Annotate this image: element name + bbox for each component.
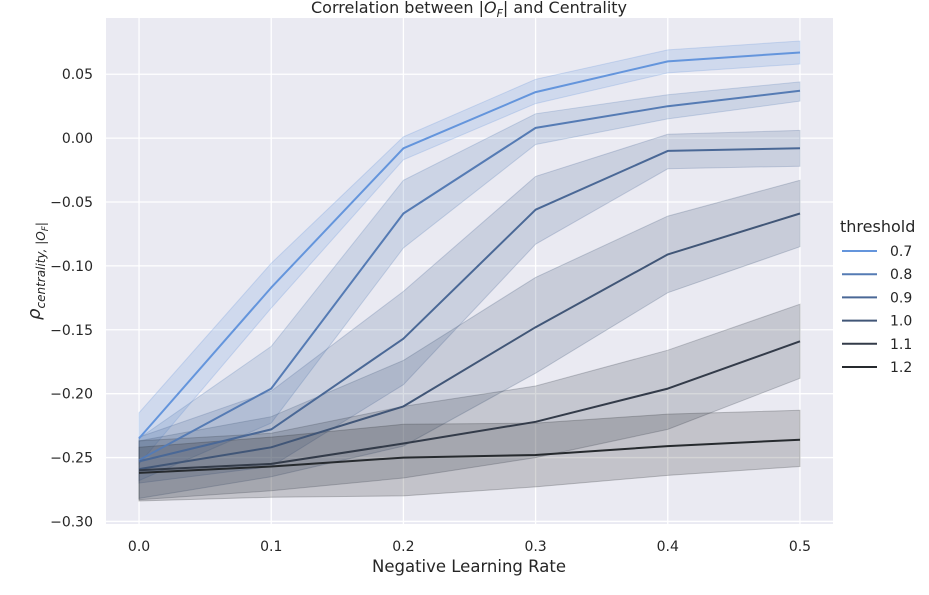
- x-tick-label: 0.1: [260, 539, 282, 555]
- x-tick-label: 0.3: [524, 539, 546, 555]
- x-tick-label: 0.4: [657, 539, 679, 555]
- y-tick-label: −0.25: [50, 451, 93, 467]
- legend: threshold 0.7 0.8 0.9 1.0 1.1 1.2: [840, 217, 915, 376]
- series-line-0.8: [138, 89, 801, 461]
- legend-label-1.1: 1.1: [890, 337, 912, 353]
- x-tick-label: 0.0: [128, 539, 150, 555]
- y-tick-label: −0.10: [50, 259, 93, 275]
- x-tick-labels: 0.0 0.1 0.2 0.3 0.4 0.5: [128, 539, 811, 555]
- series-line-0.7: [138, 51, 801, 440]
- x-axis-label: Negative Learning Rate: [372, 557, 566, 576]
- series-lines: [138, 51, 801, 474]
- y-tick-label: 0.00: [62, 131, 93, 147]
- ci-band-1.0: [138, 179, 801, 499]
- series-line-1.0: [138, 212, 801, 471]
- legend-label-1.0: 1.0: [890, 314, 912, 330]
- y-axis-label: ρcentrality, |OF|: [24, 222, 51, 320]
- y-tick-label: −0.05: [50, 195, 93, 211]
- x-tick-label: 0.5: [789, 539, 811, 555]
- legend-label-0.9: 0.9: [890, 290, 912, 306]
- series-line-0.9: [138, 147, 801, 463]
- legend-title: threshold: [840, 217, 915, 236]
- series-line-1.1: [138, 340, 801, 472]
- chart-title: Correlation between |OF| and Centrality: [311, 0, 627, 20]
- y-tick-label: 0.05: [62, 67, 93, 83]
- ci-band-0.7: [138, 40, 801, 466]
- x-tick-label: 0.2: [392, 539, 414, 555]
- y-tick-label: −0.15: [50, 323, 93, 339]
- series-line-1.2: [138, 438, 801, 474]
- y-tick-label: −0.30: [50, 514, 93, 530]
- ci-band-0.8: [138, 81, 801, 482]
- y-tick-labels: 0.05 0.00 −0.05 −0.10 −0.15 −0.20 −0.25 −0.30: [50, 67, 93, 530]
- legend-label-1.2: 1.2: [890, 360, 912, 376]
- y-tick-label: −0.20: [50, 387, 93, 403]
- legend-label-0.7: 0.7: [890, 244, 912, 260]
- legend-label-0.8: 0.8: [890, 267, 912, 283]
- legend-items: 0.7 0.8 0.9 1.0 1.1 1.2: [842, 244, 912, 376]
- grid: [106, 18, 833, 524]
